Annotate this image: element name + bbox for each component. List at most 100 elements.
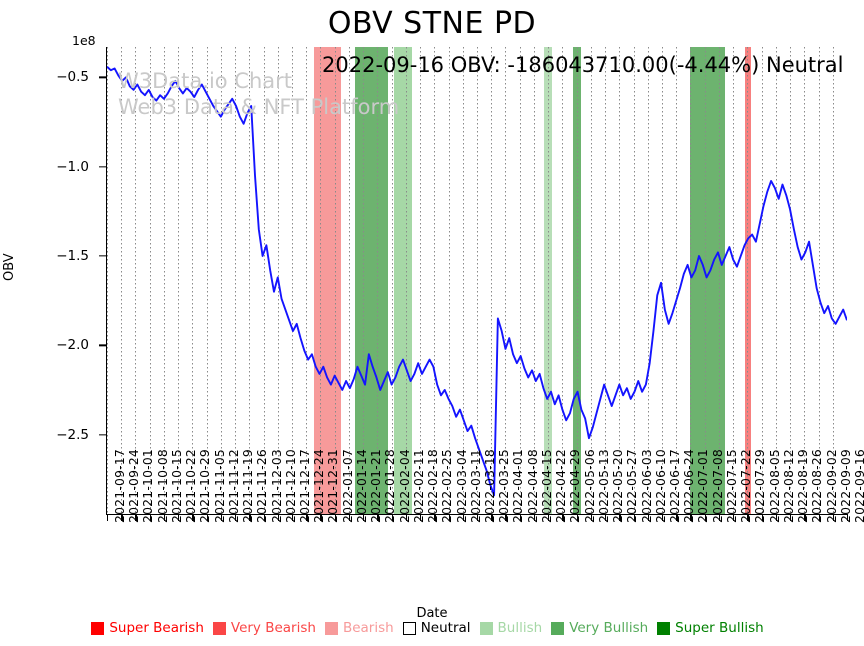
gridline	[405, 47, 407, 515]
chart-annotation: 2022-09-16 OBV: -186043710.00(-4.44%) Ne…	[322, 53, 844, 77]
gridline	[192, 47, 194, 515]
legend-item-bullish[interactable]: Bullish	[479, 620, 543, 636]
y-tick-label: −2.5	[56, 426, 89, 443]
signal-band-very-bearish	[314, 47, 341, 515]
x-tick-label: 2021-12-03	[268, 448, 284, 523]
x-tick-mark	[292, 515, 294, 521]
x-tick-label: 2022-02-04	[396, 448, 412, 523]
legend-label: Very Bearish	[230, 620, 316, 636]
x-tick-label: 2022-05-27	[624, 448, 640, 523]
x-tick-mark	[391, 515, 393, 521]
y-tick-mark	[99, 433, 106, 436]
signal-band-bullish	[393, 47, 412, 515]
legend-swatch-icon	[402, 621, 416, 635]
legend-item-super-bullish[interactable]: Super Bullish	[657, 620, 764, 636]
gridline	[462, 47, 464, 515]
x-tick-mark	[505, 515, 507, 521]
x-tick-mark	[761, 515, 763, 521]
signal-band-very-bullish	[355, 47, 388, 515]
y-tick-label: −1.0	[56, 158, 89, 175]
legend-item-very-bearish[interactable]: Very Bearish	[212, 620, 316, 636]
legend-label: Super Bearish	[109, 620, 204, 636]
x-tick-mark	[277, 515, 280, 521]
x-tick-label: 2022-01-21	[368, 448, 384, 523]
x-tick-label: 2021-12-10	[282, 448, 298, 523]
x-tick-mark	[491, 515, 493, 521]
x-tick-mark	[519, 515, 521, 521]
gridline	[533, 47, 535, 515]
x-tick-mark	[377, 515, 379, 521]
gridline	[804, 47, 806, 515]
x-tick-label: 2022-07-15	[723, 448, 739, 523]
x-tick-mark	[548, 515, 550, 521]
gridline	[790, 47, 792, 515]
gridline	[363, 47, 365, 515]
x-tick-label: 2022-09-02	[823, 448, 839, 523]
gridline	[633, 47, 635, 515]
legend-item-very-bullish[interactable]: Very Bullish	[551, 620, 648, 636]
y-tick-mark	[99, 166, 106, 168]
x-tick-mark	[405, 515, 408, 521]
x-tick-label: 2022-07-01	[695, 448, 711, 523]
x-tick-label: 2021-11-12	[225, 448, 241, 523]
x-tick-mark	[135, 515, 137, 521]
x-tick-mark	[121, 515, 123, 521]
x-tick-label: 2021-10-15	[168, 448, 184, 523]
x-tick-label: 2022-02-11	[410, 448, 426, 523]
gridline	[505, 47, 507, 515]
gridline	[704, 47, 706, 515]
legend-item-neutral[interactable]: Neutral	[402, 620, 471, 636]
legend-swatch-icon	[212, 621, 226, 635]
x-tick-label: 2021-10-08	[154, 448, 170, 523]
gridline	[676, 47, 678, 515]
x-tick-label: 2021-12-17	[297, 448, 312, 523]
gridline	[377, 47, 379, 515]
legend-swatch-icon	[324, 621, 338, 635]
legend-item-super-bearish[interactable]: Super Bearish	[91, 620, 204, 636]
x-tick-mark	[790, 515, 792, 521]
x-tick-mark	[178, 515, 180, 521]
x-tick-mark	[462, 515, 465, 521]
x-tick-mark	[804, 515, 806, 521]
x-tick-mark	[647, 515, 650, 521]
x-tick-label: 2022-08-05	[766, 448, 782, 523]
y-tick-label: −2.0	[56, 337, 89, 354]
x-tick-mark	[363, 515, 365, 521]
x-tick-mark	[149, 515, 151, 521]
x-tick-label: 2021-10-29	[197, 448, 213, 523]
gridline	[519, 47, 521, 515]
legend-label: Very Bullish	[569, 620, 649, 636]
gridline	[491, 47, 493, 515]
gridline	[149, 47, 151, 515]
y-tick-mark	[99, 344, 106, 346]
x-tick-label: 2022-07-22	[738, 448, 754, 523]
x-tick-mark	[235, 515, 237, 521]
y-tick-label: −0.5	[56, 69, 89, 86]
gridline	[391, 47, 393, 515]
legend-label: Bearish	[342, 620, 394, 636]
gridline	[747, 47, 749, 515]
x-tick-mark	[733, 515, 735, 521]
legend-label: Bullish	[497, 620, 543, 636]
x-tick-label: 2022-05-20	[610, 448, 626, 523]
y-axis-offset-label: 1e8	[72, 33, 96, 48]
x-tick-mark	[220, 515, 223, 521]
legend-item-bearish[interactable]: Bearish	[324, 620, 394, 636]
x-tick-label: 2022-04-29	[567, 448, 583, 523]
x-tick-mark	[775, 515, 778, 521]
gridline	[832, 47, 834, 515]
x-tick-label: 2021-09-24	[126, 448, 142, 523]
legend-swatch-icon	[551, 621, 565, 635]
gridline	[206, 47, 208, 515]
x-tick-mark	[676, 515, 678, 521]
x-tick-label: 2021-10-01	[140, 448, 156, 523]
x-tick-label: 2022-08-26	[809, 448, 825, 523]
x-tick-label: 2022-08-12	[780, 448, 796, 523]
gridline	[775, 47, 777, 515]
x-tick-mark	[477, 515, 479, 521]
x-tick-mark	[420, 515, 422, 521]
x-tick-mark	[605, 515, 607, 521]
gridline	[121, 47, 123, 515]
gridline	[477, 47, 478, 515]
x-tick-label: 2021-11-19	[240, 448, 256, 523]
